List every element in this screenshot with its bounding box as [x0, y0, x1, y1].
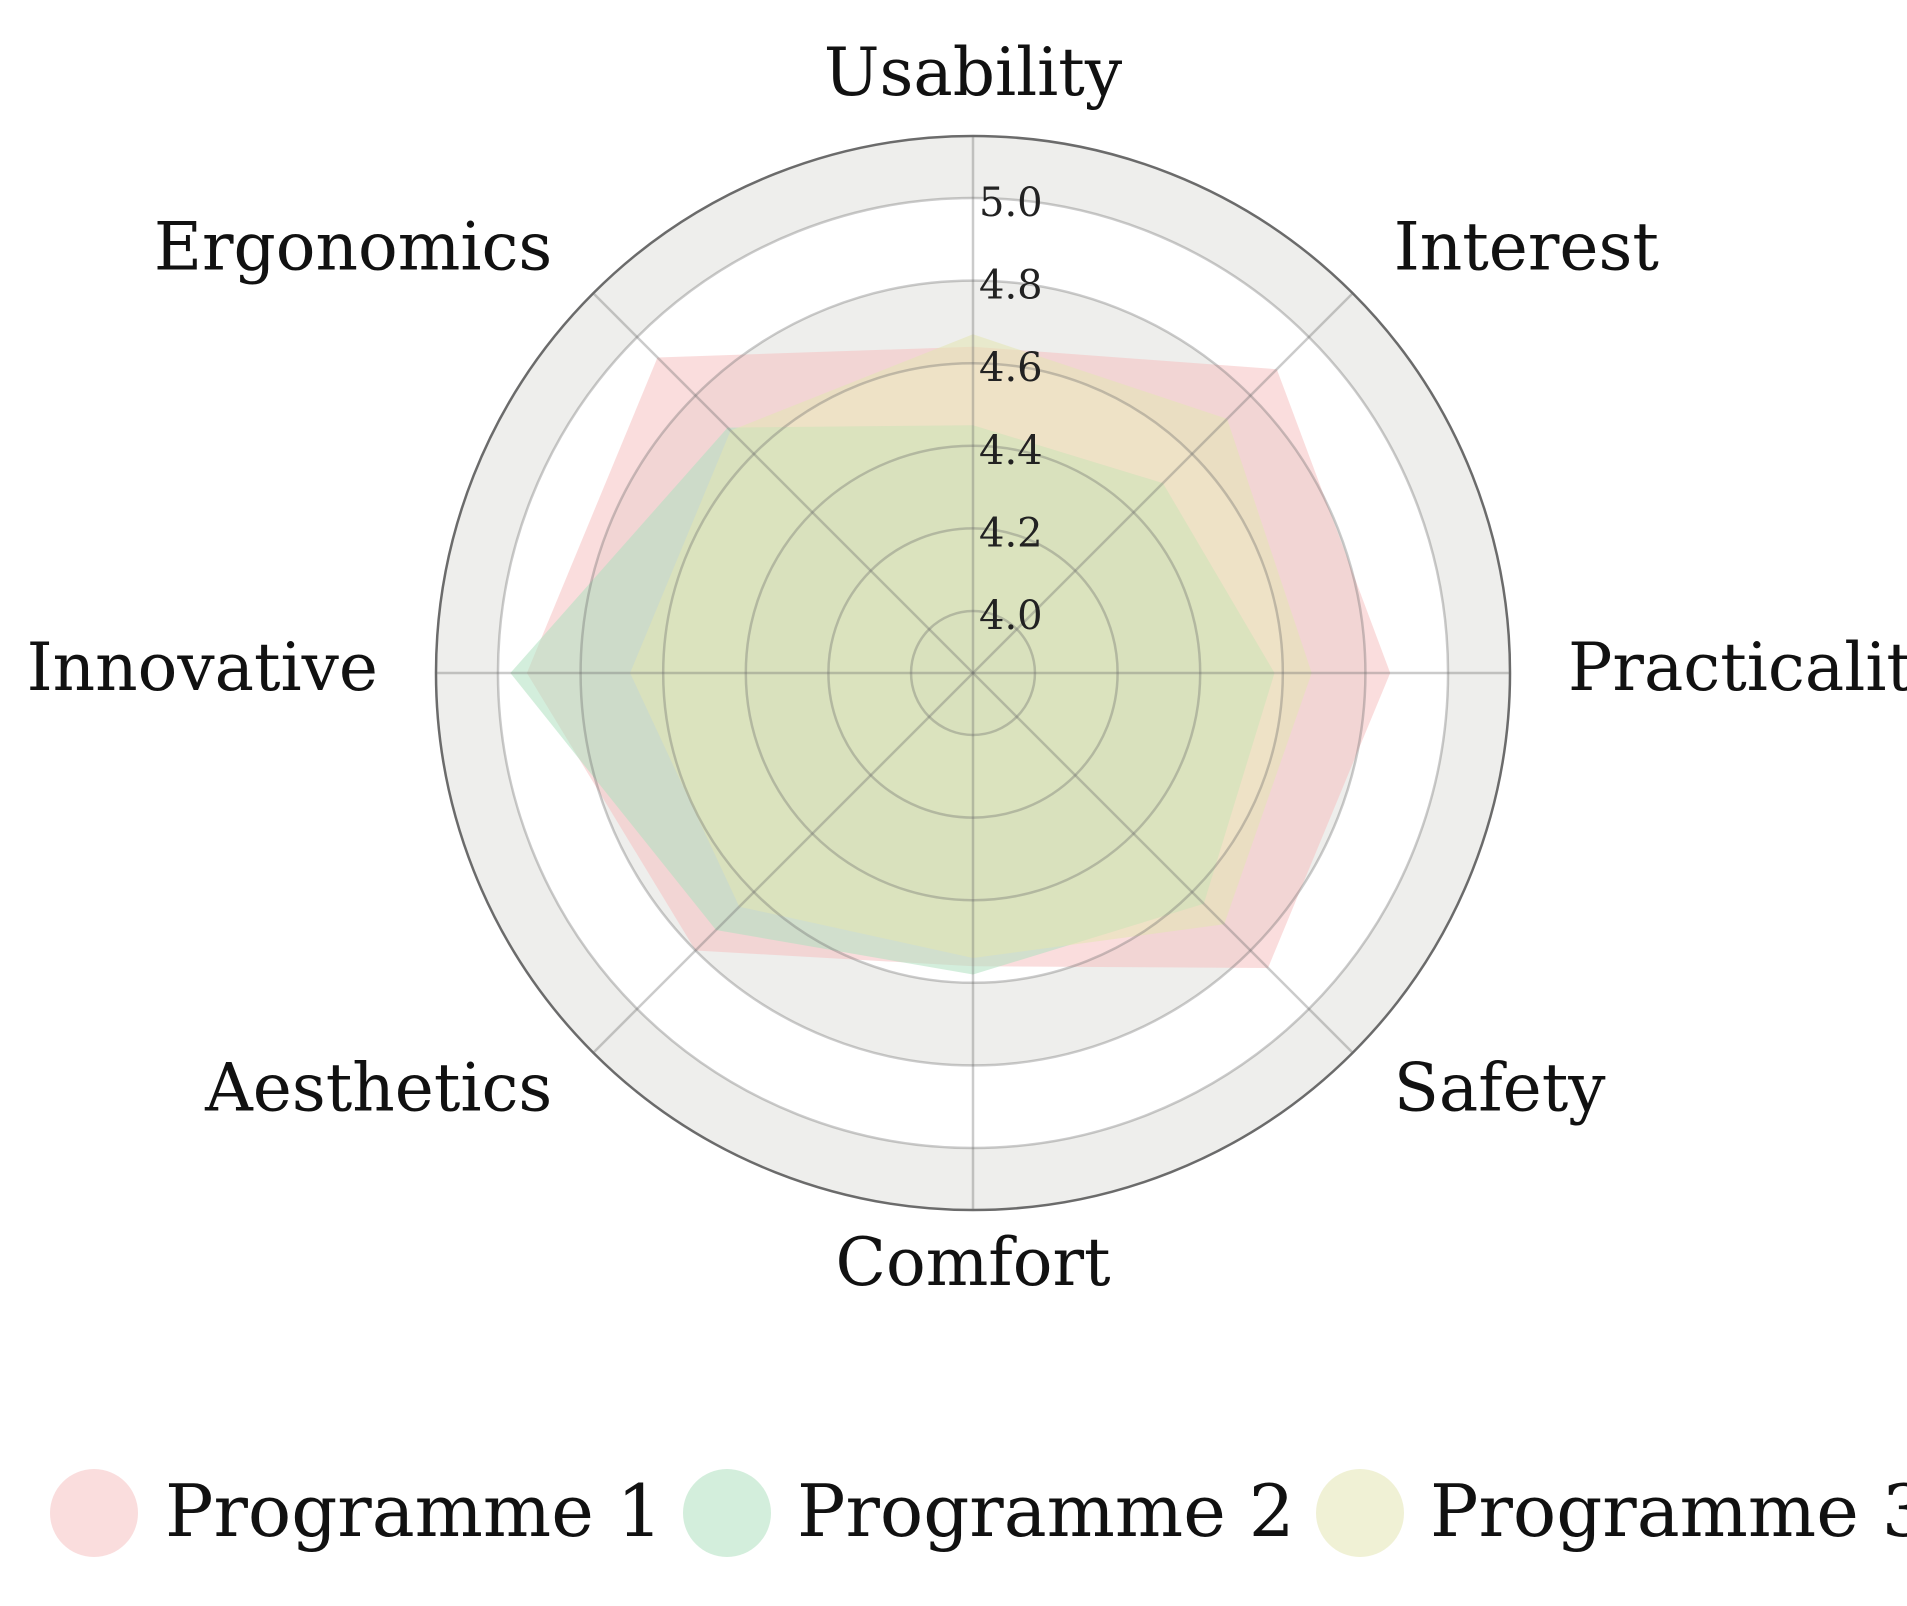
grid-circle — [579, 279, 1367, 1067]
axis-label-usability: Usability — [824, 34, 1123, 111]
grid-circle — [909, 609, 1037, 737]
radial-tick-label: 4.6 — [979, 345, 1043, 391]
axis-label-ergonomics: Ergonomics — [154, 208, 552, 285]
radial-tick-label: 4.4 — [979, 428, 1043, 474]
series-layer — [510, 334, 1391, 975]
axis-spoke — [592, 672, 974, 1054]
legend-label-programme-3: Programme 3 — [1430, 1469, 1907, 1553]
radial-tick-label: 5.0 — [979, 180, 1043, 226]
grid-circle — [827, 527, 1119, 819]
radial-ticks: 4.0 4.2 4.4 4.6 4.8 5.0 — [979, 180, 1043, 639]
grid-circle — [661, 361, 1285, 985]
series-area-programme-3 — [630, 334, 1312, 958]
grid-circle — [744, 444, 1202, 902]
axis-spoke — [972, 672, 1354, 1054]
grid-layer — [434, 134, 1512, 1212]
axis-label-comfort: Comfort — [835, 1224, 1110, 1301]
legend-marker-programme-1 — [50, 1469, 138, 1557]
radial-tick-label: 4.2 — [979, 510, 1043, 556]
legend-label-programme-1: Programme 1 — [165, 1469, 663, 1553]
legend: Programme 1 Programme 2 Programme 3 — [50, 1469, 1907, 1557]
grid-circle — [496, 196, 1450, 1150]
axis-label-safety: Safety — [1394, 1050, 1607, 1127]
legend-marker-programme-2 — [683, 1469, 771, 1557]
outer-boundary — [434, 134, 1512, 1212]
axis-label-aesthetics: Aesthetics — [204, 1050, 552, 1127]
axis-spoke — [592, 292, 974, 674]
axis-labels: Usability Interest Practicality Safety Comfo… — [27, 34, 1907, 1301]
radial-tick-label: 4.8 — [979, 263, 1043, 309]
radial-tick-label: 4.0 — [979, 593, 1043, 639]
legend-label-programme-2: Programme 2 — [797, 1469, 1295, 1553]
axis-label-innovative: Innovative — [27, 629, 378, 706]
axis-label-practicality: Practicality — [1568, 629, 1907, 706]
legend-marker-programme-3 — [1316, 1469, 1404, 1557]
axis-label-interest: Interest — [1394, 208, 1659, 285]
axis-spoke — [972, 292, 1354, 674]
